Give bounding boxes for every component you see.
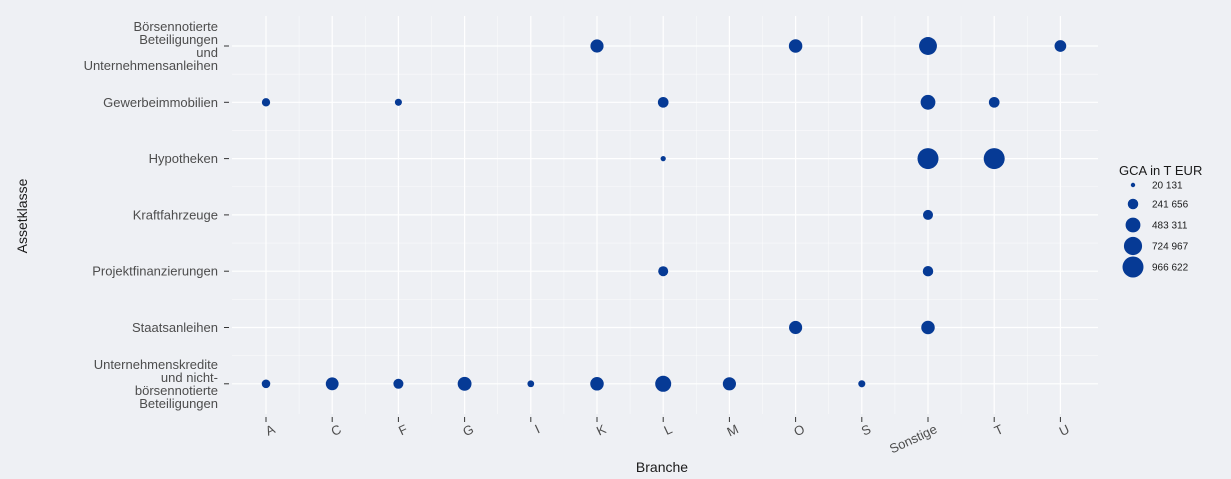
x-tick-label-t: T — [992, 421, 1006, 438]
data-point-sonstige — [917, 148, 939, 170]
legend-title: GCA in T EUR — [1119, 163, 1202, 178]
data-point-u — [1054, 40, 1067, 52]
x-tick-label-sonstige: Sonstige — [887, 421, 939, 456]
x-axis-title: Branche — [636, 459, 688, 475]
size-legend: GCA in T EUR 20 131 241 656 483 311 724 967… — [1119, 163, 1202, 278]
y-tick-label: Projektfinanzierungen — [92, 264, 218, 279]
y-axis-title: Assetklasse — [14, 178, 30, 253]
y-tick-label: Börsennotierte — [133, 19, 218, 34]
data-point-k — [590, 377, 604, 391]
data-point-i — [527, 380, 535, 388]
y-tick-label: Unternehmenskredite — [94, 357, 218, 372]
data-point-t — [988, 96, 1000, 108]
legend-label: 20 131 — [1152, 181, 1183, 192]
x-tick-label-f: F — [396, 421, 410, 438]
legend-label: 966 622 — [1152, 263, 1189, 274]
x-tick-label-g: G — [460, 421, 476, 439]
y-tick-label: Gewerbeimmobilien — [103, 95, 218, 110]
data-point-f — [394, 98, 402, 106]
legend-key — [1125, 217, 1141, 233]
data-point-k — [590, 39, 604, 53]
x-tick-label-m: M — [725, 421, 741, 439]
x-tick-label-k: K — [594, 421, 608, 438]
y-tick-label: Beteiligungen — [139, 396, 218, 411]
data-point-a — [261, 98, 271, 107]
legend-label: 724 967 — [1152, 242, 1189, 253]
x-tick-label-l: L — [662, 421, 675, 438]
legend-key — [1123, 236, 1143, 256]
y-axis-ticks: BörsennotierteBeteiligungenundUnternehme… — [84, 19, 229, 411]
data-point-c — [325, 377, 339, 391]
legend-key — [1122, 256, 1144, 278]
y-tick-label: Kraftfahrzeuge — [133, 207, 218, 222]
data-point-l — [660, 155, 666, 162]
data-point-g — [457, 376, 472, 391]
data-point-l — [655, 375, 672, 392]
data-point-o — [788, 39, 803, 53]
x-tick-label-o: O — [791, 421, 807, 439]
y-tick-label: börsennotierte — [135, 383, 218, 398]
legend-label: 241 656 — [1152, 200, 1189, 211]
x-tick-label-s: S — [859, 421, 873, 438]
data-point-a — [261, 379, 271, 389]
data-point-l — [658, 266, 669, 277]
x-tick-label-u: U — [1057, 421, 1072, 439]
data-point-m — [722, 377, 736, 391]
y-tick-label: und — [196, 45, 218, 60]
y-tick-label: Unternehmensanleihen — [84, 58, 218, 73]
data-point-t — [983, 148, 1005, 170]
data-point-sonstige — [922, 209, 934, 220]
gridlines — [232, 16, 1098, 414]
data-point-sonstige — [919, 37, 937, 55]
legend-key — [1127, 198, 1139, 210]
y-tick-label: Hypotheken — [149, 151, 218, 166]
data-point-l — [657, 96, 669, 108]
data-point-sonstige — [922, 265, 934, 277]
x-tick-label-c: C — [329, 421, 344, 439]
x-tick-label-a: A — [263, 421, 277, 438]
x-tick-label-i: I — [532, 421, 542, 436]
legend-key — [1130, 182, 1136, 188]
data-points — [261, 37, 1067, 392]
y-tick-label: Staatsanleihen — [132, 320, 218, 335]
y-tick-label: und nicht- — [161, 370, 218, 385]
x-axis-ticks: A C F G I K L M O S Sonstige T U — [263, 417, 1072, 456]
data-point-s — [858, 380, 866, 388]
y-tick-label: Beteiligungen — [139, 32, 218, 47]
data-point-sonstige — [921, 320, 935, 335]
legend-label: 483 311 — [1152, 221, 1188, 232]
data-point-sonstige — [920, 94, 936, 110]
data-point-o — [789, 320, 803, 335]
data-point-f — [393, 378, 404, 389]
